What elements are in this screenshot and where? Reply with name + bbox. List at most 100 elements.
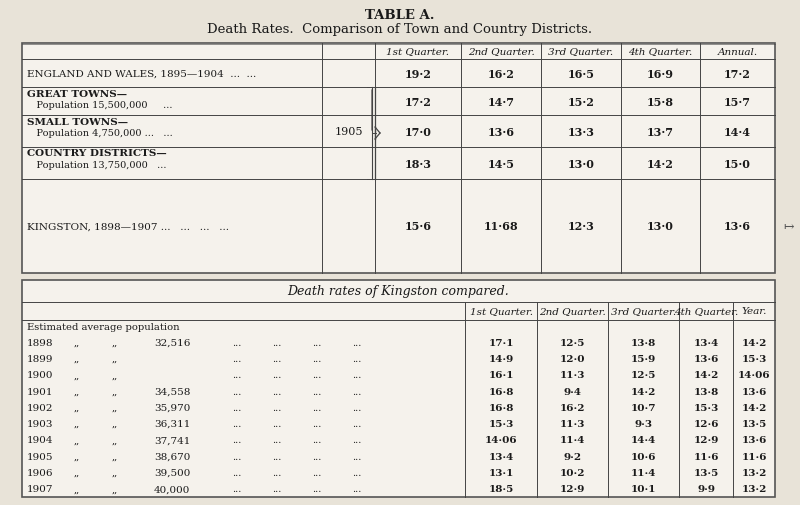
Text: ,,: ,,	[112, 354, 118, 363]
Text: 14·06: 14·06	[485, 436, 518, 444]
Text: 1st Quarter.: 1st Quarter.	[386, 47, 450, 57]
Text: ...: ...	[232, 354, 242, 363]
Text: 17·1: 17·1	[488, 338, 514, 347]
Text: ...: ...	[352, 354, 362, 363]
Text: 13·4: 13·4	[488, 452, 514, 461]
Text: 16·2: 16·2	[560, 403, 586, 412]
Text: 10·7: 10·7	[630, 403, 656, 412]
Text: 11·4: 11·4	[560, 436, 585, 444]
Text: ENGLAND AND WALES, 1895—1904  ...  ...: ENGLAND AND WALES, 1895—1904 ... ...	[27, 69, 256, 78]
Text: 15·0: 15·0	[724, 158, 751, 169]
Text: 13·6: 13·6	[487, 126, 514, 137]
Text: ...: ...	[352, 387, 362, 396]
Text: 13·2: 13·2	[742, 468, 766, 477]
Text: 12·9: 12·9	[694, 436, 718, 444]
Text: 11·6: 11·6	[742, 452, 766, 461]
Text: ...: ...	[312, 371, 322, 379]
Text: 14·4: 14·4	[724, 126, 751, 137]
Text: 10·6: 10·6	[630, 452, 656, 461]
Text: 37,741: 37,741	[154, 436, 190, 444]
Text: 38,670: 38,670	[154, 452, 190, 461]
Text: ...: ...	[232, 484, 242, 493]
Text: 13·6: 13·6	[742, 436, 766, 444]
Text: ...: ...	[272, 354, 282, 363]
Text: ,,: ,,	[112, 371, 118, 379]
Text: 15·7: 15·7	[724, 96, 751, 107]
Text: 3rd Quarter.: 3rd Quarter.	[611, 307, 676, 316]
Text: ...: ...	[352, 484, 362, 493]
Text: 4th Quarter.: 4th Quarter.	[628, 47, 693, 57]
Text: 10·1: 10·1	[630, 484, 656, 493]
Text: 11·3: 11·3	[560, 371, 585, 379]
Text: ,,: ,,	[74, 468, 80, 477]
Text: 18·3: 18·3	[405, 158, 431, 169]
Text: ...: ...	[232, 452, 242, 461]
Text: ...: ...	[312, 452, 322, 461]
Text: 10·2: 10·2	[560, 468, 586, 477]
Text: ...: ...	[312, 419, 322, 428]
Text: ...: ...	[312, 484, 322, 493]
Text: Population 13,750,000   ...: Population 13,750,000 ...	[27, 160, 166, 169]
Text: 1901: 1901	[27, 387, 54, 396]
Text: Estimated average population: Estimated average population	[27, 323, 180, 332]
Text: ...: ...	[272, 403, 282, 412]
Bar	[22, 44, 775, 274]
Text: 34,558: 34,558	[154, 387, 190, 396]
Text: Annual.: Annual.	[718, 47, 758, 57]
Text: 13·5: 13·5	[742, 419, 766, 428]
Text: TABLE A.: TABLE A.	[366, 9, 434, 21]
Text: 17·2: 17·2	[724, 68, 751, 79]
Text: GREAT TOWNS—: GREAT TOWNS—	[27, 89, 127, 98]
Text: 1898: 1898	[27, 338, 54, 347]
Text: 14·2: 14·2	[631, 387, 656, 396]
Text: 13·8: 13·8	[631, 338, 656, 347]
Text: SMALL TOWNS—: SMALL TOWNS—	[27, 117, 128, 126]
Text: 13·5: 13·5	[694, 468, 718, 477]
Text: 1904: 1904	[27, 436, 54, 444]
Text: Death rates of Kingston compared.: Death rates of Kingston compared.	[288, 285, 510, 298]
Text: ,,: ,,	[112, 387, 118, 396]
Text: 14·2: 14·2	[742, 403, 766, 412]
Text: 1907: 1907	[27, 484, 54, 493]
Text: 11·6: 11·6	[694, 452, 718, 461]
Text: 9·3: 9·3	[634, 419, 653, 428]
Text: Death Rates.  Comparison of Town and Country Districts.: Death Rates. Comparison of Town and Coun…	[207, 22, 593, 35]
Text: 12·9: 12·9	[560, 484, 585, 493]
Text: Year.: Year.	[742, 307, 766, 316]
Text: 32,516: 32,516	[154, 338, 190, 347]
Text: ,,: ,,	[74, 338, 80, 347]
Text: ,,: ,,	[112, 403, 118, 412]
Text: ,,: ,,	[74, 354, 80, 363]
Text: 13·2: 13·2	[742, 484, 766, 493]
Text: ...: ...	[272, 338, 282, 347]
Text: 1902: 1902	[27, 403, 54, 412]
Text: 12·0: 12·0	[560, 354, 586, 363]
Text: 12·5: 12·5	[631, 371, 656, 379]
Text: 1903: 1903	[27, 419, 54, 428]
Text: ...: ...	[352, 452, 362, 461]
Text: ...: ...	[312, 436, 322, 444]
Text: 2nd Quarter.: 2nd Quarter.	[468, 47, 534, 57]
Text: 15·3: 15·3	[488, 419, 514, 428]
Text: ...: ...	[232, 371, 242, 379]
Text: 14·06: 14·06	[738, 371, 770, 379]
Text: ,,: ,,	[112, 452, 118, 461]
Text: 4th Quarter.: 4th Quarter.	[674, 307, 738, 316]
Text: 1905: 1905	[334, 127, 362, 137]
Text: 35,970: 35,970	[154, 403, 190, 412]
Text: 2nd Quarter.: 2nd Quarter.	[539, 307, 606, 316]
Bar	[22, 280, 775, 497]
Text: 15·6: 15·6	[405, 221, 431, 232]
Text: 13·4: 13·4	[694, 338, 718, 347]
Text: ...: ...	[232, 338, 242, 347]
Text: ...: ...	[352, 468, 362, 477]
Text: 15·2: 15·2	[567, 96, 594, 107]
Text: ...: ...	[272, 387, 282, 396]
Text: 11·3: 11·3	[560, 419, 585, 428]
Text: 16·9: 16·9	[647, 68, 674, 79]
Text: ...: ...	[272, 452, 282, 461]
Text: ...: ...	[272, 436, 282, 444]
Text: ,,: ,,	[112, 338, 118, 347]
Text: 14·7: 14·7	[487, 96, 514, 107]
Text: 14·4: 14·4	[631, 436, 656, 444]
